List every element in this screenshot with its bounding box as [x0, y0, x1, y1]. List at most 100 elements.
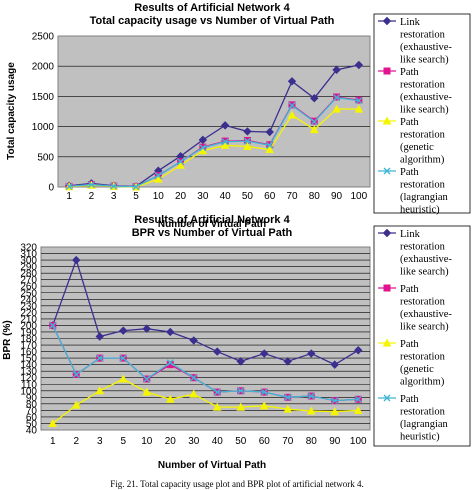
data-point	[237, 387, 245, 395]
y-tick-label: 300	[20, 256, 37, 267]
data-point	[95, 386, 105, 395]
x-tick-label: 1	[66, 191, 72, 202]
series-line	[52, 378, 359, 424]
legend-item: Path restoration (exhaustive-like search)	[378, 284, 452, 333]
legend-label: Path restoration (exhaustive-like search)	[400, 67, 452, 116]
data-point	[142, 387, 152, 396]
data-point	[143, 375, 151, 383]
x-tick-label: 60	[264, 191, 276, 202]
legend-marker	[382, 16, 392, 26]
figure-caption: Fig. 21. Total capacity usage plot and B…	[110, 479, 363, 489]
x-tick-label: 50	[242, 191, 254, 202]
x-tick-label: 20	[175, 191, 187, 202]
y-tick-label: 290	[20, 262, 37, 273]
data-point	[259, 401, 269, 410]
data-point	[331, 397, 339, 405]
data-point	[243, 137, 251, 145]
data-point	[72, 255, 81, 265]
data-point	[333, 94, 341, 102]
y-tick-label: 1500	[32, 92, 55, 103]
chart2-x-ticks: 1 2 3 5 10 20 30 40 50 60 70 80 90 100	[50, 436, 367, 447]
y-tick-label: 310	[20, 249, 37, 260]
x-tick-label: 3	[111, 191, 117, 202]
y-tick-label: 220	[20, 308, 37, 319]
legend-label: Path restoration (lagrangian heuristic)	[400, 394, 449, 443]
legend-label: Link restoration (exhaustive-like search)	[400, 17, 452, 66]
legend-marker	[383, 167, 391, 175]
data-point	[189, 336, 198, 345]
data-point	[165, 394, 175, 403]
x-tick-label: 10	[153, 191, 165, 202]
data-point	[306, 406, 316, 415]
data-point	[119, 354, 127, 362]
chart1-y-axis-label: Total capacity usage	[6, 62, 17, 160]
data-point	[199, 144, 207, 152]
data-point	[260, 388, 268, 396]
series-line	[69, 96, 359, 188]
data-point	[283, 357, 292, 366]
y-tick-label: 230	[20, 301, 37, 312]
data-point	[213, 388, 221, 396]
x-tick-label: 100	[350, 436, 367, 447]
legend-marker	[382, 228, 392, 238]
series-4	[49, 321, 362, 405]
legend-label: Link restoration (exhaustive-like search)	[400, 229, 452, 278]
legend-marker	[383, 67, 391, 75]
chart1-y-ticks: 0 500 1000 1500 2000 2500	[32, 32, 55, 194]
x-tick-label: 100	[351, 191, 368, 202]
data-point	[284, 393, 292, 401]
data-point	[220, 121, 230, 130]
data-point	[236, 357, 245, 366]
series-3	[48, 374, 363, 427]
y-tick-label: 500	[37, 152, 54, 163]
data-point	[212, 402, 222, 411]
legend-item: Link restoration (exhaustive-like search)	[378, 228, 452, 278]
data-point	[243, 141, 252, 151]
x-tick-label: 5	[120, 436, 126, 447]
y-tick-label: 200	[20, 321, 37, 332]
y-tick-label: 50	[26, 419, 38, 430]
data-point	[332, 104, 341, 113]
data-point	[198, 146, 208, 155]
data-point	[87, 181, 95, 189]
data-point	[48, 418, 58, 427]
chart2-x-axis-label: Number of Virtual Path	[158, 460, 266, 471]
chart1-title: Results of Artificial Network 4	[134, 2, 290, 14]
data-point	[354, 346, 363, 355]
y-tick-label: 80	[26, 399, 38, 410]
data-point	[213, 347, 222, 356]
y-tick-label: 110	[21, 380, 37, 391]
data-point	[189, 389, 199, 398]
data-point	[354, 395, 362, 403]
legend-item: Path restoration (lagrangian heuristic)	[378, 167, 449, 216]
y-tick-label: 170	[20, 341, 37, 352]
series-1	[48, 255, 363, 369]
data-point	[353, 405, 363, 414]
chart2-series	[48, 255, 363, 427]
x-tick-label: 40	[212, 436, 224, 447]
y-tick-label: 210	[20, 314, 37, 325]
x-tick-label: 90	[329, 436, 341, 447]
y-tick-label: 160	[20, 347, 37, 358]
data-point	[71, 400, 81, 409]
data-point	[132, 183, 140, 191]
x-tick-label: 2	[73, 436, 79, 447]
data-point	[166, 359, 174, 367]
data-point	[266, 141, 274, 149]
data-point	[96, 354, 104, 362]
data-point	[243, 127, 252, 136]
data-point	[260, 349, 269, 358]
x-tick-label: 1	[50, 436, 56, 447]
data-point	[119, 326, 128, 335]
data-point	[95, 332, 104, 341]
data-point	[288, 101, 296, 109]
data-point	[307, 392, 315, 400]
data-point	[265, 144, 275, 154]
chart1-series	[64, 60, 364, 191]
x-tick-label: 10	[141, 436, 153, 447]
x-tick-label: 80	[309, 191, 321, 202]
data-point	[118, 374, 128, 383]
y-tick-label: 140	[20, 360, 37, 371]
data-point	[287, 77, 297, 86]
